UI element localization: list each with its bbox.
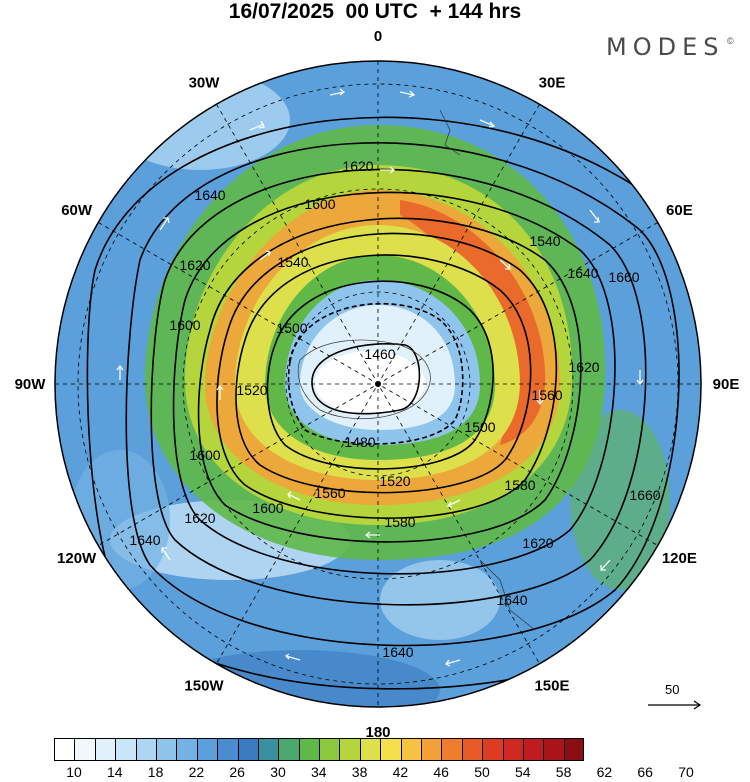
contour-label-1620: 1620 — [522, 535, 553, 551]
colorbar-swatch — [482, 738, 503, 761]
colorbar-swatch — [461, 738, 483, 761]
colorbar-tick-label: 18 — [147, 764, 164, 780]
longitude-label-180: 180 — [365, 724, 390, 740]
colorbar-tick-label: 10 — [66, 764, 82, 780]
colorbar-swatch — [502, 738, 523, 761]
colorbar-swatch — [522, 738, 544, 761]
colorbar-swatch — [217, 738, 238, 761]
colorbar-tick-label: 62 — [596, 764, 613, 780]
colorbar-tick-label: 38 — [351, 764, 368, 780]
contour-label-1600: 1600 — [189, 447, 220, 463]
coastlines — [297, 109, 536, 631]
colorbar — [54, 738, 585, 762]
contour-labels: 1460 1480 1500 1500 1520 1520 1540 1540 1560 1560… — [129, 158, 660, 660]
contour-label-1520: 1520 — [236, 382, 267, 398]
colorbar-swatch — [543, 738, 564, 761]
polar-map: 1460 1480 1500 1500 1520 1520 1540 1540 1560 1560… — [15, 28, 740, 740]
contour-label-1540: 1540 — [277, 254, 308, 270]
contour-label-1620: 1620 — [184, 510, 215, 526]
longitude-label-120e: 120E — [662, 550, 697, 567]
contour-label-1620: 1620 — [568, 359, 599, 375]
colorbar-tick-label: 58 — [555, 764, 572, 780]
colorbar-tick-label: 22 — [188, 764, 205, 780]
contour-label-1640: 1640 — [496, 592, 527, 608]
contour-label-1580: 1580 — [384, 514, 415, 530]
longitude-label-90w: 90W — [15, 376, 47, 393]
colorbar-tick-label: 42 — [392, 764, 409, 780]
chart-title: 16/07/2025 00 UTC + 144 hrs — [228, 0, 522, 23]
longitude-label-150e: 150E — [534, 677, 569, 694]
contour-label-1660: 1660 — [608, 269, 639, 285]
colorbar-swatch — [380, 738, 401, 761]
longitude-labels: 0 30E 60E 90E 120E 150E 180 150W 120W 90W 60W 30W — [15, 28, 740, 740]
contour-label-1500: 1500 — [276, 320, 307, 336]
colorbar-swatch — [135, 738, 156, 761]
colorbar-swatch — [237, 738, 258, 761]
longitude-label-150w: 150W — [184, 677, 224, 694]
colorbar-swatch — [421, 738, 442, 761]
colorbar-tick-label: 50 — [474, 764, 490, 780]
reference-vector-label: 50 — [665, 682, 680, 697]
contour-label-1540: 1540 — [529, 233, 560, 249]
contour-label-1580: 1580 — [504, 477, 535, 493]
contour-label-1660: 1660 — [629, 487, 660, 503]
contour-label-1640: 1640 — [129, 532, 160, 548]
longitude-label-30w: 30W — [189, 75, 221, 92]
colorbar-tick-label: 26 — [229, 764, 245, 780]
longitude-label-120w: 120W — [57, 550, 97, 567]
colorbar-swatch — [278, 738, 299, 761]
contour-label-1480: 1480 — [344, 434, 375, 450]
colorbar-swatch — [176, 738, 197, 761]
contour-label-1620: 1620 — [179, 257, 210, 273]
colorbar-tick-label: 14 — [107, 764, 123, 780]
longitude-label-30e: 30E — [539, 75, 566, 92]
contour-label-1640: 1640 — [194, 187, 225, 203]
contour-label-1640: 1640 — [382, 644, 413, 660]
longitude-label-90e: 90E — [713, 376, 740, 393]
contour-label-1600: 1600 — [304, 196, 335, 212]
colorbar-tick-label: 34 — [311, 764, 327, 780]
longitude-label-0: 0 — [374, 28, 382, 45]
brand-logo: MODES — [606, 33, 725, 61]
contour-label-1620: 1620 — [342, 158, 373, 174]
colorbar-swatch — [257, 738, 279, 761]
longitude-label-60e: 60E — [666, 202, 693, 219]
south-pole-marker — [375, 381, 381, 387]
colorbar-swatch — [74, 738, 95, 761]
colorbar-tick-label: 66 — [637, 764, 653, 780]
colorbar-tick-label: 30 — [270, 764, 286, 780]
colorbar-swatch — [196, 738, 218, 761]
colorbar-ticks: 10 14 18 22 26 30 34 38 42 46 50 54 58 62 66 70 — [0, 764, 750, 782]
colorbar-swatch — [339, 738, 360, 761]
colorbar-swatch — [563, 738, 585, 761]
colorbar-swatch — [155, 738, 177, 761]
colorbar-swatch — [54, 738, 75, 761]
wind-vectors — [116, 88, 644, 667]
colorbar-swatch — [359, 738, 381, 761]
colorbar-swatch — [298, 738, 320, 761]
contour-label-1600: 1600 — [252, 500, 283, 516]
colorbar-swatch — [441, 738, 462, 761]
copyright-mark: © — [727, 36, 734, 46]
colorbar-swatch — [319, 738, 340, 761]
contour-label-1560: 1560 — [531, 387, 562, 403]
contour-label-1500: 1500 — [464, 419, 495, 435]
colorbar-tick-label: 70 — [678, 764, 694, 780]
colorbar-tick-label: 46 — [433, 764, 449, 780]
colorbar-swatch — [94, 738, 116, 761]
contour-label-1600: 1600 — [169, 317, 200, 333]
colorbar-tick-label: 54 — [515, 764, 531, 780]
contour-label-1560: 1560 — [314, 485, 345, 501]
contour-label-1520: 1520 — [379, 473, 410, 489]
colorbar-swatch — [115, 738, 136, 761]
longitude-label-60w: 60W — [61, 202, 93, 219]
contour-label-1640: 1640 — [567, 265, 598, 281]
reference-vector-arrow — [648, 700, 702, 710]
colorbar-swatch — [400, 738, 422, 761]
map-border — [54, 60, 702, 708]
contour-label-1460: 1460 — [364, 346, 395, 362]
